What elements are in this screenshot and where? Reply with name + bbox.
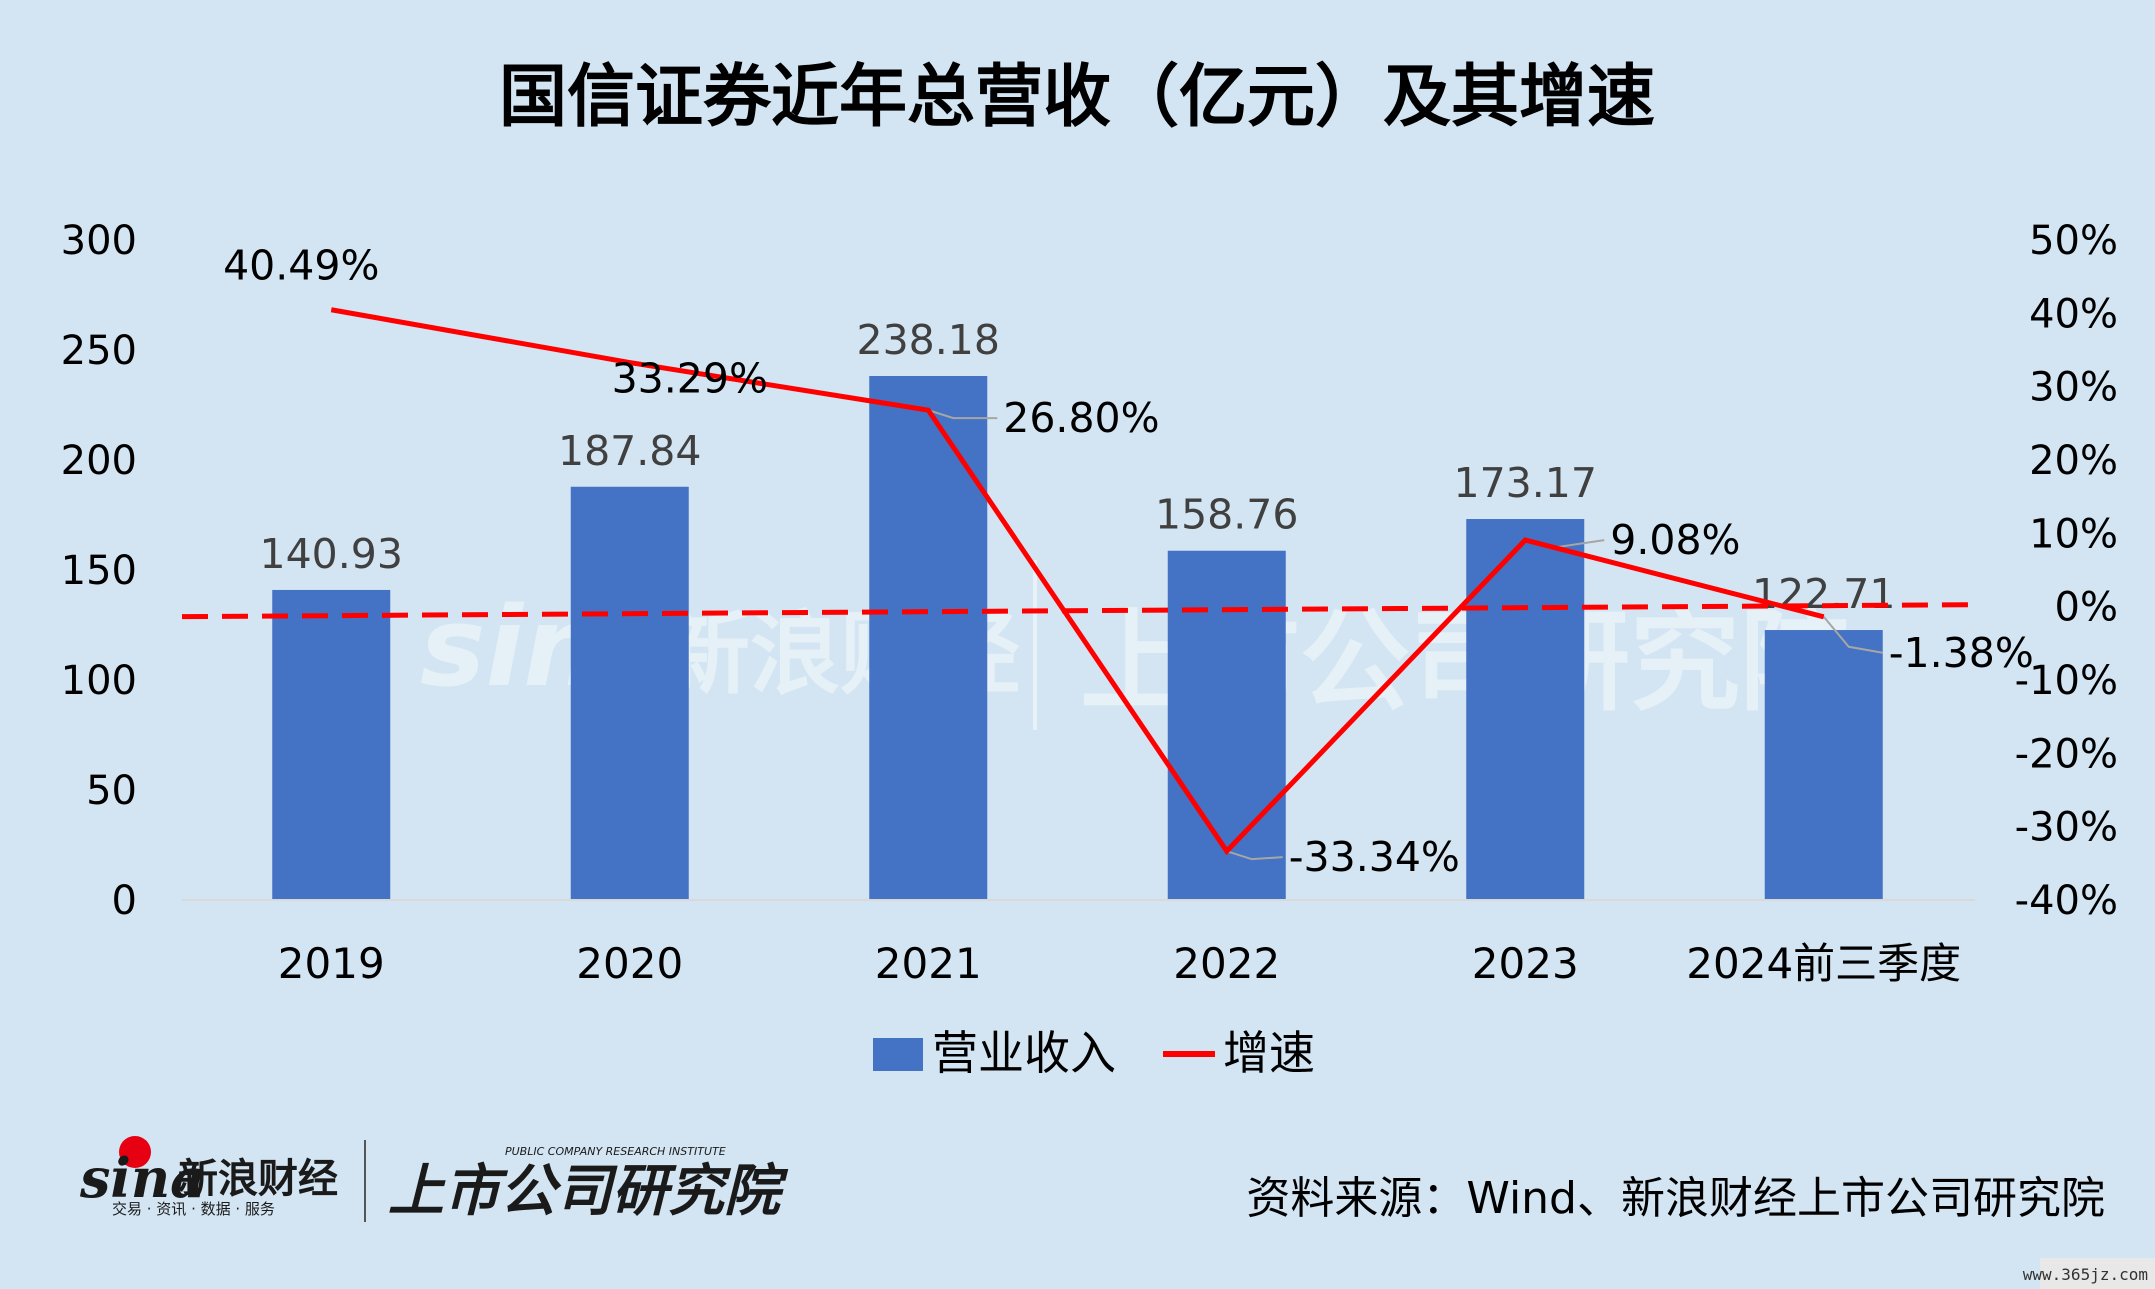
- corner-watermark-bg: [2040, 1258, 2155, 1289]
- x-tick-label: 2021: [875, 939, 982, 988]
- y-right-tick-label: 30%: [2029, 365, 2118, 411]
- y-right-tick-label: -20%: [2015, 731, 2118, 777]
- bar: [869, 376, 988, 900]
- growth-value-label: 26.80%: [1003, 394, 1159, 442]
- y-left-tick-label: 100: [61, 658, 137, 704]
- svg-text:新浪财经: 新浪财经: [178, 1156, 338, 1202]
- svg-text:PUBLIC COMPANY RESEARCH INSTIT: PUBLIC COMPANY RESEARCH INSTITUTE: [505, 1145, 726, 1158]
- x-tick-label: 2024前三季度: [1686, 939, 1961, 988]
- y-left-tick-label: 0: [112, 878, 137, 924]
- y-right-tick-label: -10%: [2015, 658, 2118, 704]
- svg-text:交易 · 资讯 · 数据 · 服务: 交易 · 资讯 · 数据 · 服务: [112, 1200, 275, 1218]
- y-right-tick-label: 0%: [2055, 585, 2118, 631]
- bar: [272, 589, 391, 900]
- bar-labels: 140.93 187.84 238.18 158.76 173.17 122.71: [260, 316, 1896, 618]
- y-left-tick-label: 250: [61, 328, 137, 374]
- y-left-axis: 0 50 100 150 200 250 300: [61, 218, 137, 924]
- bar-value-label: 238.18: [857, 316, 1000, 364]
- x-tick-label: 2019: [278, 939, 385, 988]
- x-tick-label: 2020: [576, 939, 683, 988]
- y-right-tick-label: 10%: [2029, 511, 2118, 557]
- svg-text:上市公司研究院: 上市公司研究院: [388, 1159, 789, 1224]
- bar: [1764, 630, 1883, 900]
- x-tick-label: 2022: [1173, 939, 1280, 988]
- growth-value-label: -1.38%: [1889, 629, 2034, 677]
- bar-series: [272, 376, 1883, 900]
- bar-value-label: 122.71: [1752, 570, 1895, 618]
- bar: [570, 486, 689, 900]
- research-institute-logo: PUBLIC COMPANY RESEARCH INSTITUTE 上市公司研究…: [388, 1145, 789, 1224]
- svg-text:sina: sina: [79, 1146, 205, 1210]
- growth-labels: 40.49% 33.29% 26.80% -33.34% 9.08% -1.38%: [223, 242, 2034, 881]
- legend: 营业收入 增速: [873, 1026, 1315, 1080]
- growth-value-label: 9.08%: [1610, 516, 1740, 564]
- y-right-axis: -40% -30% -20% -10% 0% 10% 20% 30% 40% 50%: [2015, 218, 2118, 924]
- y-left-tick-label: 50: [86, 768, 137, 814]
- label-leader-line: [927, 409, 998, 420]
- y-left-tick-label: 200: [61, 438, 137, 484]
- y-right-tick-label: -40%: [2015, 878, 2118, 924]
- growth-value-label: 40.49%: [223, 242, 379, 290]
- corner-watermark: www.365jz.com: [2023, 1265, 2148, 1284]
- y-left-tick-label: 150: [61, 548, 137, 594]
- legend-swatch-revenue: [873, 1038, 923, 1071]
- x-tick-label: 2023: [1472, 939, 1579, 988]
- y-right-tick-label: -30%: [2015, 805, 2118, 851]
- growth-value-label: 33.29%: [612, 355, 768, 403]
- bar-value-label: 158.76: [1155, 491, 1298, 539]
- bar-value-label: 187.84: [558, 427, 701, 475]
- growth-line: [330, 307, 1825, 856]
- y-left-tick-label: 300: [61, 218, 137, 264]
- zero-reference-line: [181, 602, 1976, 620]
- x-axis: 2019 2020 2021 2022 2023 2024前三季度: [278, 939, 1961, 988]
- source-text: 资料来源：Wind、新浪财经上市公司研究院: [1246, 1173, 2105, 1224]
- y-right-tick-label: 50%: [2029, 218, 2118, 264]
- chart-title: 国信证券近年总营收（亿元）及其增速: [499, 58, 1655, 137]
- legend-label-growth: 增速: [1223, 1026, 1315, 1080]
- legend-label-revenue: 营业收入: [932, 1026, 1116, 1080]
- label-leader-line: [1822, 616, 1883, 654]
- growth-value-label: -33.34%: [1289, 833, 1460, 881]
- y-right-tick-label: 20%: [2029, 438, 2118, 484]
- bar: [1466, 519, 1585, 900]
- bar-value-label: 173.17: [1454, 459, 1597, 507]
- bar-value-label: 140.93: [260, 530, 403, 578]
- label-leader-line: [1226, 850, 1283, 861]
- sina-finance-logo: sina 新浪财经 交易 · 资讯 · 数据 · 服务: [79, 1136, 338, 1218]
- y-right-tick-label: 40%: [2029, 291, 2118, 337]
